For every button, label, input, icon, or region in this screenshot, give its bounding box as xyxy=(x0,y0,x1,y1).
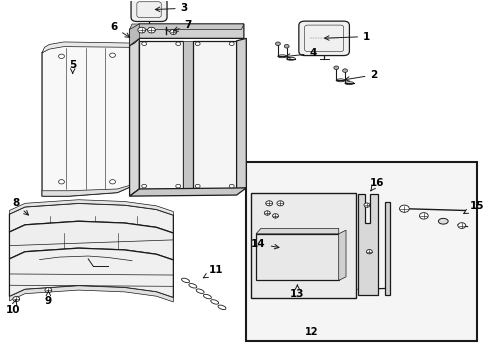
Circle shape xyxy=(363,203,369,207)
Polygon shape xyxy=(9,286,173,302)
Polygon shape xyxy=(129,188,246,196)
Circle shape xyxy=(45,288,52,293)
Polygon shape xyxy=(139,41,183,189)
Polygon shape xyxy=(256,228,338,234)
Text: 3: 3 xyxy=(155,3,187,13)
Polygon shape xyxy=(192,41,236,189)
Polygon shape xyxy=(236,39,246,189)
Polygon shape xyxy=(338,230,346,280)
Circle shape xyxy=(170,30,176,35)
Polygon shape xyxy=(129,24,244,30)
Circle shape xyxy=(229,42,234,45)
Circle shape xyxy=(284,44,288,48)
Text: 7: 7 xyxy=(173,20,191,31)
Polygon shape xyxy=(129,24,139,45)
Polygon shape xyxy=(9,221,173,260)
Text: 13: 13 xyxy=(289,285,304,299)
Circle shape xyxy=(264,211,269,215)
Polygon shape xyxy=(129,39,139,196)
FancyBboxPatch shape xyxy=(298,21,349,55)
Bar xyxy=(251,193,355,298)
Polygon shape xyxy=(9,203,173,233)
Polygon shape xyxy=(357,194,377,295)
Text: 12: 12 xyxy=(305,327,318,337)
Polygon shape xyxy=(9,200,173,215)
Circle shape xyxy=(142,184,146,188)
Circle shape xyxy=(265,201,272,206)
Polygon shape xyxy=(9,248,173,298)
Text: 16: 16 xyxy=(368,178,383,191)
Circle shape xyxy=(229,184,234,188)
Circle shape xyxy=(366,249,371,254)
Text: 11: 11 xyxy=(203,265,223,278)
Text: 10: 10 xyxy=(5,300,20,315)
Circle shape xyxy=(138,27,145,33)
Circle shape xyxy=(175,184,180,188)
Circle shape xyxy=(109,53,115,57)
Circle shape xyxy=(59,180,64,184)
Text: 1: 1 xyxy=(324,32,369,41)
Circle shape xyxy=(195,42,200,45)
Text: 8: 8 xyxy=(12,198,28,215)
Circle shape xyxy=(109,180,115,184)
Circle shape xyxy=(457,223,465,228)
Polygon shape xyxy=(183,41,192,189)
Circle shape xyxy=(13,297,20,302)
Text: 4: 4 xyxy=(285,48,316,58)
Circle shape xyxy=(342,69,347,72)
Circle shape xyxy=(272,214,278,218)
Polygon shape xyxy=(42,42,129,53)
Polygon shape xyxy=(384,202,389,295)
Circle shape xyxy=(399,205,408,212)
Circle shape xyxy=(59,54,64,58)
Circle shape xyxy=(195,184,200,188)
Circle shape xyxy=(147,27,155,33)
Circle shape xyxy=(333,66,338,69)
Circle shape xyxy=(276,201,283,206)
Circle shape xyxy=(175,42,180,45)
Polygon shape xyxy=(42,185,129,196)
Ellipse shape xyxy=(438,219,447,224)
Text: 9: 9 xyxy=(45,291,52,306)
Circle shape xyxy=(142,42,146,45)
FancyBboxPatch shape xyxy=(131,0,167,22)
Text: 2: 2 xyxy=(344,70,377,81)
Circle shape xyxy=(419,213,427,219)
Text: 14: 14 xyxy=(251,239,279,249)
Circle shape xyxy=(275,42,280,45)
Polygon shape xyxy=(256,234,338,280)
Text: 6: 6 xyxy=(110,22,129,37)
Bar xyxy=(246,162,476,341)
Polygon shape xyxy=(129,24,244,45)
Text: 15: 15 xyxy=(463,201,484,213)
Polygon shape xyxy=(42,44,129,196)
Text: 5: 5 xyxy=(69,60,76,73)
